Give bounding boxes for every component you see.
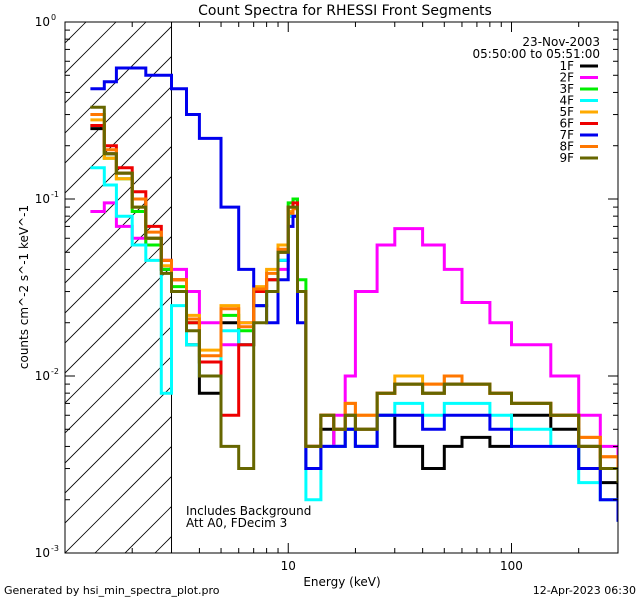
x-axis-label: Energy (keV) (303, 575, 380, 589)
series-9F (90, 105, 618, 483)
legend-label-7F: 7F (559, 128, 574, 142)
x-tick-label: 100 (500, 559, 523, 573)
legend-label-8F: 8F (559, 140, 574, 154)
annotation-background: Includes Background (186, 504, 311, 518)
footer-timestamp: 12-Apr-2023 06:30 (533, 584, 636, 597)
series-layer (90, 66, 618, 522)
chart-title: Count Spectra for RHESSI Front Segments (198, 3, 492, 19)
plot-frame (64, 21, 619, 554)
annotation-attenuator: Att A0, FDecim 3 (186, 516, 287, 530)
legend-label-9F: 9F (559, 151, 574, 165)
y-tick-label: 10 (35, 546, 50, 560)
y-tick-label: 10 (35, 192, 50, 206)
y-tick-exponent: -2 (51, 367, 59, 376)
y-axis-label: counts cm^-2 s^-1 keV^-1 (17, 205, 31, 369)
legend-label-1F: 1F (559, 59, 574, 73)
y-tick-exponent: -1 (51, 190, 59, 199)
y-tick-exponent: -3 (51, 544, 59, 553)
y-tick-label: 10 (35, 369, 50, 383)
legend-label-6F: 6F (559, 117, 574, 131)
y-tick-exponent: 0 (51, 13, 56, 22)
legend-label-5F: 5F (559, 105, 574, 119)
time-range-label: 05:50:00 to 05:51:00 (473, 47, 600, 61)
legend-label-3F: 3F (559, 82, 574, 96)
legend-label-4F: 4F (559, 94, 574, 108)
footer-generated-by: Generated by hsi_min_spectra_plot.pro (4, 584, 220, 597)
date-label: 23-Nov-2003 (522, 35, 600, 49)
x-tick-label: 10 (281, 559, 296, 573)
y-tick-label: 10 (35, 15, 50, 29)
legend-label-2F: 2F (559, 71, 574, 85)
background-hatch (65, 22, 172, 553)
